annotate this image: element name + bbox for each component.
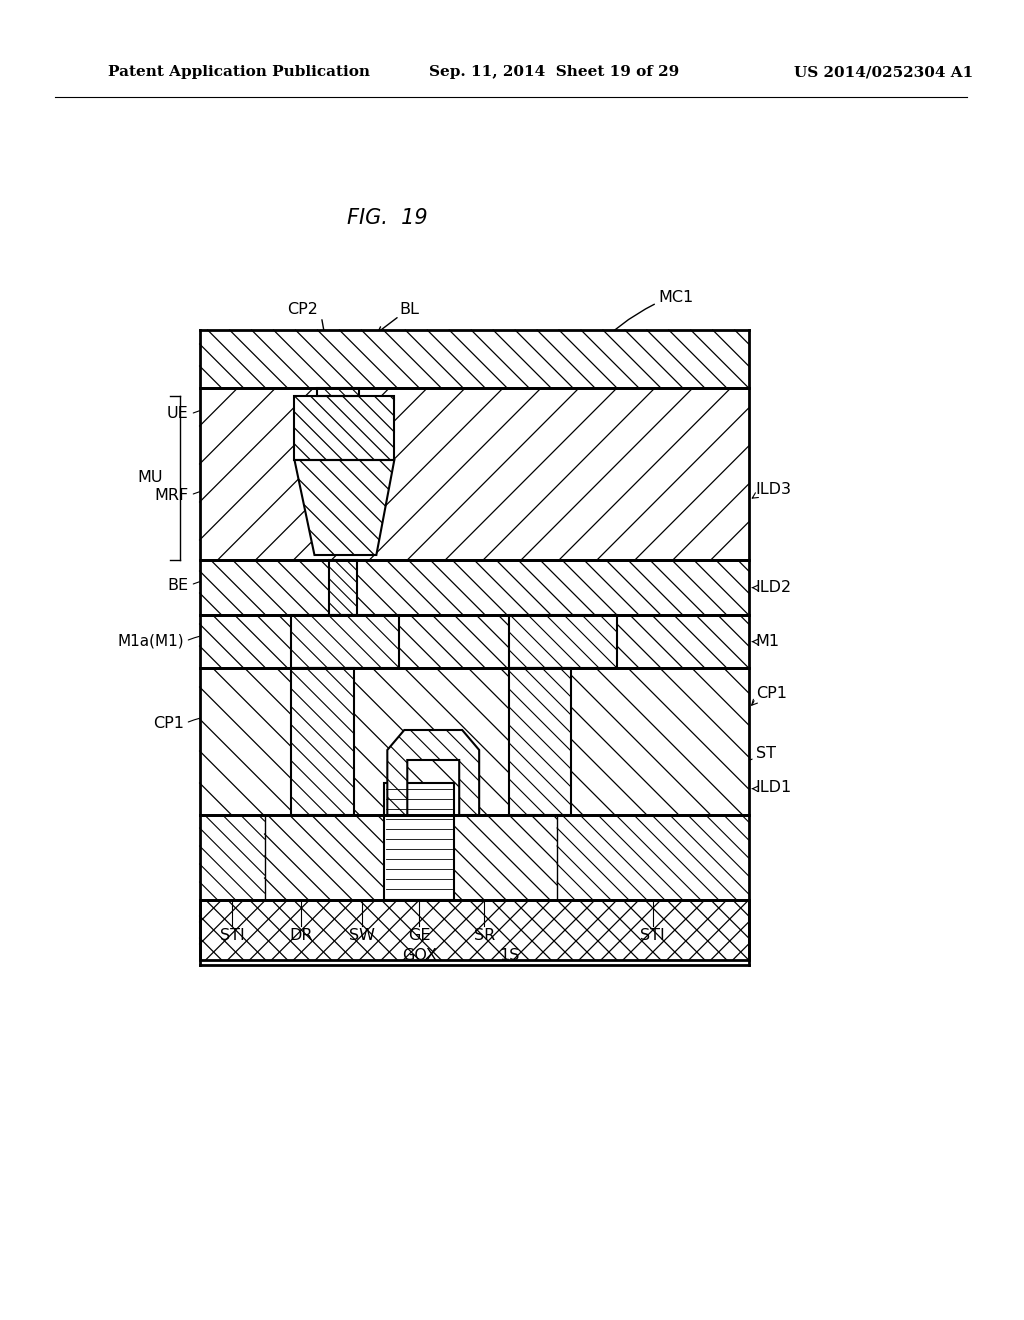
Bar [330, 560, 357, 615]
Text: UE: UE [167, 407, 188, 421]
Text: DR: DR [289, 928, 312, 942]
Bar [292, 615, 399, 668]
Text: M1: M1 [756, 634, 780, 648]
Bar [557, 814, 749, 900]
Bar [200, 388, 749, 560]
Text: ILD2: ILD2 [756, 579, 792, 594]
Text: CP1: CP1 [756, 685, 786, 701]
Bar [292, 615, 399, 668]
Bar [317, 388, 359, 396]
Text: FIG.  19: FIG. 19 [347, 209, 428, 228]
Text: CP1: CP1 [153, 715, 183, 730]
Text: BE: BE [168, 578, 188, 593]
Bar [509, 615, 616, 668]
Polygon shape [295, 459, 394, 554]
Bar [200, 330, 749, 388]
Text: CP2: CP2 [287, 302, 317, 318]
Text: Patent Application Publication: Patent Application Publication [108, 65, 370, 79]
Text: SR: SR [473, 928, 495, 942]
Text: MRF: MRF [155, 487, 188, 503]
Bar [330, 560, 357, 615]
Text: ILD1: ILD1 [756, 780, 792, 796]
Text: GOX: GOX [401, 948, 436, 964]
Bar [295, 396, 394, 459]
Polygon shape [387, 730, 479, 814]
Text: STI: STI [220, 928, 245, 942]
Bar [292, 668, 354, 814]
Bar [292, 668, 354, 814]
Bar [509, 668, 571, 814]
Text: STI: STI [640, 928, 666, 942]
Text: MU: MU [137, 470, 163, 486]
Bar [317, 388, 359, 396]
Bar [200, 900, 749, 960]
Text: Sep. 11, 2014  Sheet 19 of 29: Sep. 11, 2014 Sheet 19 of 29 [429, 65, 680, 79]
Text: GE: GE [408, 928, 430, 942]
Bar [200, 900, 749, 960]
Bar [509, 615, 616, 668]
Bar [295, 396, 394, 459]
Text: M1a(M1): M1a(M1) [117, 634, 183, 648]
Text: MC1: MC1 [658, 290, 694, 305]
Bar [200, 560, 749, 615]
Bar [200, 814, 749, 900]
Bar [200, 615, 749, 668]
Text: US 2014/0252304 A1: US 2014/0252304 A1 [794, 65, 973, 79]
Bar [200, 668, 749, 814]
Bar [509, 668, 571, 814]
Text: ILD3: ILD3 [756, 483, 792, 498]
Text: 1S: 1S [499, 948, 519, 964]
Text: BL: BL [399, 302, 419, 318]
Text: SW: SW [349, 928, 376, 942]
Text: ST: ST [756, 746, 776, 760]
Bar [384, 783, 455, 900]
Bar [200, 814, 264, 900]
